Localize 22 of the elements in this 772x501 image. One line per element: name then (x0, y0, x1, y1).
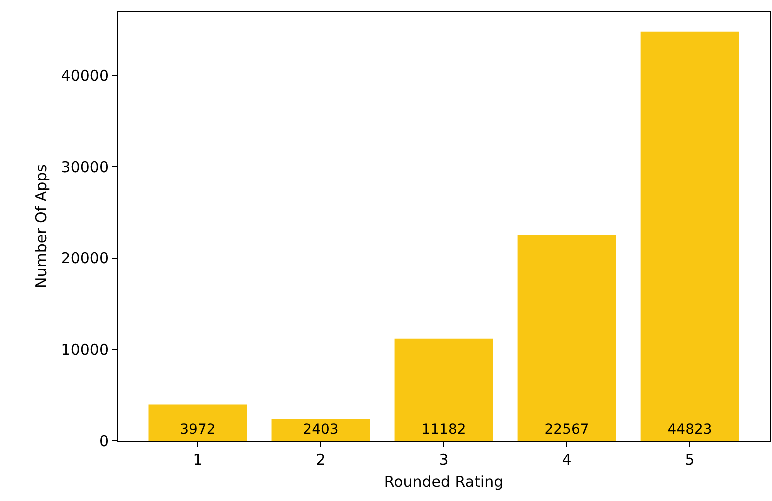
x-tick-label: 5 (685, 451, 695, 469)
data-label: 11182 (422, 422, 466, 438)
bar (148, 404, 248, 441)
bar (518, 235, 616, 441)
bar (272, 419, 370, 441)
y-axis-title: Number Of Apps (32, 164, 51, 288)
bar (640, 32, 740, 441)
x-tick-label: 3 (439, 451, 449, 469)
y-tick-label: 20000 (61, 250, 109, 268)
y-tick-label: 40000 (61, 67, 109, 86)
x-axis-title: Rounded Rating (384, 473, 504, 491)
y-tick-label: 30000 (61, 158, 109, 176)
x-tick-label: 4 (562, 451, 572, 469)
x-tick-label: 2 (316, 451, 326, 469)
x-tick-label: 1 (193, 451, 203, 469)
bar (394, 338, 494, 441)
y-tick-label: 0 (99, 432, 109, 450)
data-label: 44823 (668, 422, 712, 438)
data-label: 22567 (544, 422, 590, 438)
data-label: 3972 (180, 422, 216, 438)
y-tick-label: 10000 (61, 340, 109, 359)
data-label: 2403 (303, 422, 339, 438)
